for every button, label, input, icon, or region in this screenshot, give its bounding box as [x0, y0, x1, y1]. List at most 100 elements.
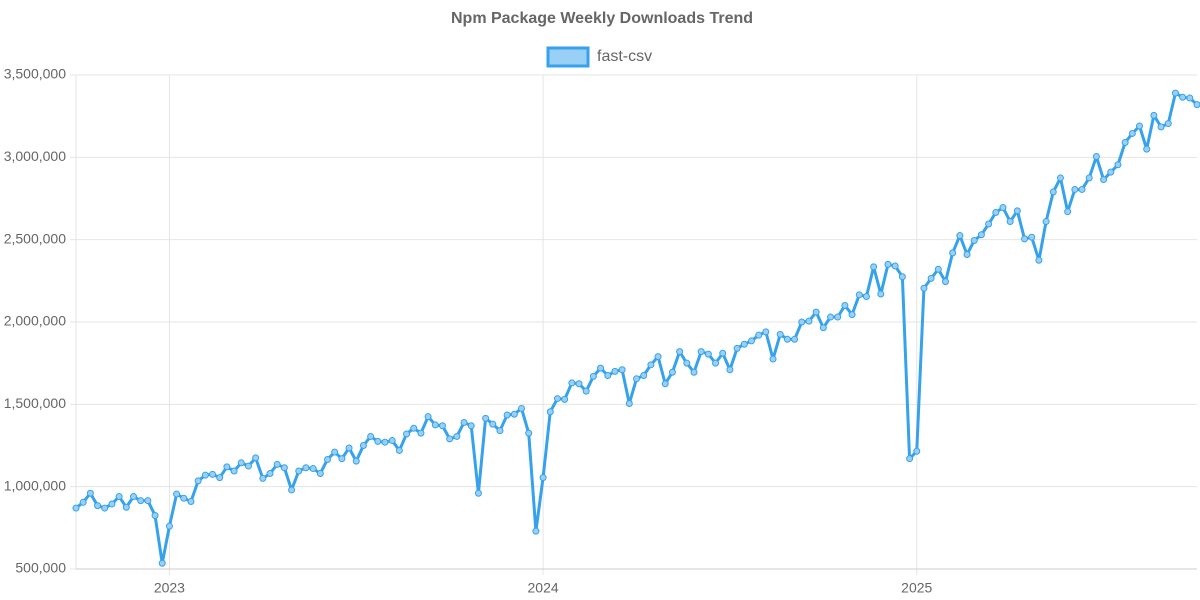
data-point — [266, 469, 274, 477]
data-point — [223, 463, 231, 471]
data-point — [1056, 174, 1064, 182]
data-point — [647, 361, 655, 369]
data-point — [553, 395, 561, 403]
data-point — [1035, 256, 1043, 264]
data-point — [489, 420, 497, 428]
data-point — [453, 432, 461, 440]
data-point — [151, 511, 159, 519]
data-point — [697, 348, 705, 356]
data-point — [740, 340, 748, 348]
data-point — [604, 372, 612, 380]
data-point — [518, 404, 526, 412]
data-point — [295, 467, 303, 475]
data-point — [115, 493, 123, 501]
data-point — [877, 290, 885, 298]
data-point — [726, 366, 734, 374]
data-point — [1092, 153, 1100, 161]
data-point — [977, 231, 985, 239]
data-point — [776, 330, 784, 338]
data-point — [467, 422, 475, 430]
data-point — [1107, 168, 1115, 176]
data-point — [173, 490, 181, 498]
data-point — [985, 220, 993, 228]
data-point — [963, 250, 971, 258]
data-point — [309, 465, 317, 473]
data-point — [129, 493, 137, 501]
data-point — [891, 262, 899, 270]
data-point — [855, 291, 863, 299]
data-point — [158, 559, 166, 567]
data-point — [1171, 89, 1179, 97]
data-point — [755, 331, 763, 339]
data-point — [561, 395, 569, 403]
data-point — [230, 467, 238, 475]
data-point — [367, 432, 375, 440]
data-point — [841, 302, 849, 310]
x-tick-label: 2024 — [528, 580, 559, 596]
chart-title: Npm Package Weekly Downloads Trend — [451, 10, 753, 27]
data-point — [668, 368, 676, 376]
data-point — [582, 387, 590, 395]
data-point — [338, 455, 346, 463]
data-point — [273, 460, 281, 468]
data-point — [237, 459, 245, 467]
series-line — [75, 91, 1199, 565]
data-point — [525, 429, 533, 437]
data-point — [359, 442, 367, 449]
data-point — [575, 380, 583, 388]
data-point — [86, 489, 94, 497]
data-point — [209, 470, 217, 478]
data-point — [460, 418, 468, 426]
data-point — [316, 469, 324, 477]
data-point — [884, 260, 892, 268]
y-tick-label: 2,000,000 — [4, 313, 66, 329]
data-point — [870, 263, 878, 271]
data-point — [1150, 111, 1158, 119]
data-point — [252, 454, 260, 462]
data-point — [712, 359, 720, 367]
legend-label: fast-csv — [597, 48, 652, 65]
data-point — [683, 359, 691, 367]
data-point — [927, 274, 935, 282]
data-point — [374, 437, 382, 445]
data-point — [589, 372, 597, 380]
data-point — [79, 498, 87, 506]
data-point — [72, 504, 80, 512]
data-point — [1186, 94, 1194, 102]
data-point — [661, 380, 669, 388]
data-point — [654, 353, 662, 361]
data-point — [1136, 122, 1144, 130]
data-point — [633, 375, 640, 383]
data-point — [194, 477, 202, 485]
data-point — [165, 522, 173, 530]
data-point — [999, 204, 1007, 212]
data-point — [244, 462, 252, 470]
data-point — [137, 497, 145, 505]
y-tick-label: 1,000,000 — [4, 477, 66, 493]
data-point — [913, 447, 921, 455]
data-point — [992, 208, 1000, 216]
data-point — [747, 337, 755, 345]
data-point — [345, 444, 353, 452]
data-point — [1028, 233, 1036, 241]
data-point — [532, 527, 540, 535]
data-point — [920, 284, 928, 292]
data-point — [690, 368, 698, 376]
data-point — [395, 446, 403, 454]
data-point — [331, 448, 339, 456]
data-point — [1179, 93, 1187, 101]
data-point — [324, 455, 332, 463]
data-point — [101, 504, 109, 512]
y-tick-label: 500,000 — [15, 560, 66, 576]
data-point — [956, 232, 964, 240]
data-point — [474, 489, 482, 497]
data-point — [762, 328, 770, 336]
data-point — [812, 308, 820, 316]
data-point — [1143, 145, 1151, 153]
data-point — [438, 422, 446, 430]
data-point — [906, 455, 914, 463]
data-point — [1128, 129, 1136, 137]
data-point — [288, 486, 296, 494]
data-point — [410, 424, 418, 432]
